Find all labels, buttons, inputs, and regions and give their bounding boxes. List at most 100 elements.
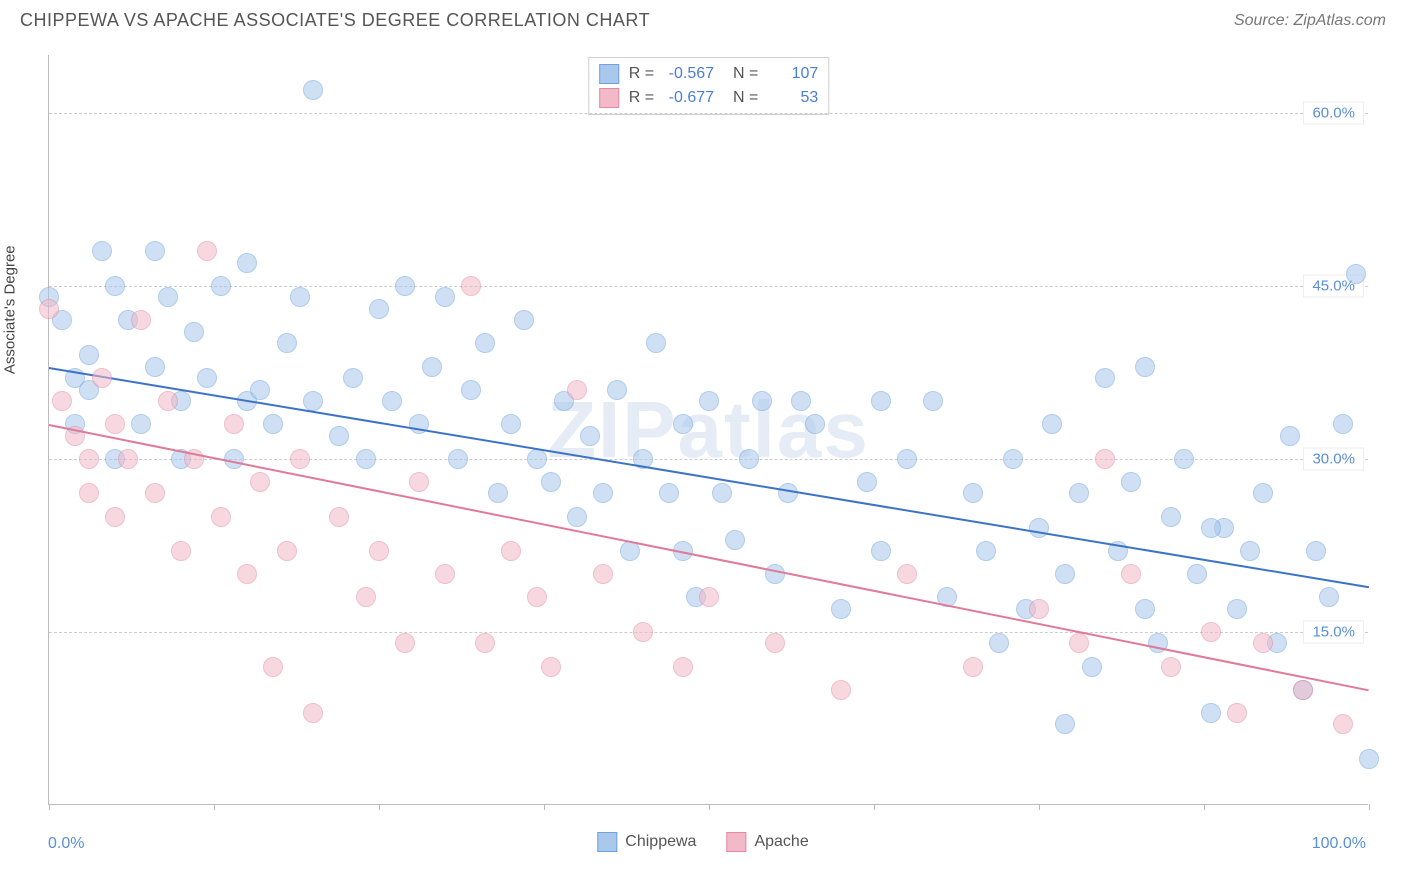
data-point xyxy=(145,357,165,377)
data-point xyxy=(1003,449,1023,469)
data-point xyxy=(461,380,481,400)
data-point xyxy=(197,241,217,261)
data-point xyxy=(184,322,204,342)
data-point xyxy=(263,657,283,677)
data-point xyxy=(871,541,891,561)
data-point xyxy=(158,391,178,411)
stat-n-value: 107 xyxy=(768,62,818,86)
x-axis-min-label: 0.0% xyxy=(48,835,84,853)
legend-swatch xyxy=(599,88,619,108)
data-point xyxy=(105,507,125,527)
data-point xyxy=(1201,622,1221,642)
stat-n-label: N = xyxy=(724,62,758,86)
data-point xyxy=(1042,414,1062,434)
data-point xyxy=(541,657,561,677)
data-point xyxy=(39,299,59,319)
data-point xyxy=(963,657,983,677)
data-point xyxy=(527,449,547,469)
data-point xyxy=(633,622,653,642)
data-point xyxy=(79,345,99,365)
data-point xyxy=(145,241,165,261)
data-point xyxy=(805,414,825,434)
data-point xyxy=(52,391,72,411)
chart-legend: Chippewa Apache xyxy=(597,832,808,852)
data-point xyxy=(277,541,297,561)
x-tick-mark xyxy=(214,804,215,810)
data-point xyxy=(1055,564,1075,584)
data-point xyxy=(290,287,310,307)
data-point xyxy=(607,380,627,400)
x-tick-mark xyxy=(1369,804,1370,810)
y-tick-label: 15.0% xyxy=(1303,620,1364,643)
legend-swatch xyxy=(597,832,617,852)
data-point xyxy=(1293,680,1313,700)
data-point xyxy=(673,414,693,434)
data-point xyxy=(1306,541,1326,561)
data-point xyxy=(567,507,587,527)
data-point xyxy=(92,241,112,261)
data-point xyxy=(422,357,442,377)
x-tick-mark xyxy=(544,804,545,810)
data-point xyxy=(79,483,99,503)
data-point xyxy=(699,587,719,607)
data-point xyxy=(712,483,732,503)
data-point xyxy=(963,483,983,503)
gridline xyxy=(49,286,1368,287)
data-point xyxy=(158,287,178,307)
data-point xyxy=(976,541,996,561)
data-point xyxy=(475,333,495,353)
x-tick-mark xyxy=(1204,804,1205,810)
data-point xyxy=(343,368,363,388)
data-point xyxy=(1174,449,1194,469)
data-point xyxy=(989,633,1009,653)
data-point xyxy=(356,587,376,607)
data-point xyxy=(105,414,125,434)
data-point xyxy=(1121,564,1141,584)
data-point xyxy=(739,449,759,469)
data-point xyxy=(224,414,244,434)
data-point xyxy=(1240,541,1260,561)
data-point xyxy=(475,633,495,653)
data-point xyxy=(897,564,917,584)
data-point xyxy=(461,276,481,296)
data-point xyxy=(79,449,99,469)
legend-swatch xyxy=(726,832,746,852)
data-point xyxy=(369,541,389,561)
data-point xyxy=(250,472,270,492)
data-point xyxy=(263,414,283,434)
data-point xyxy=(197,368,217,388)
data-point xyxy=(1187,564,1207,584)
data-point xyxy=(1095,449,1115,469)
x-tick-mark xyxy=(1039,804,1040,810)
legend-label: Apache xyxy=(754,833,808,851)
data-point xyxy=(1319,587,1339,607)
data-point xyxy=(1227,599,1247,619)
data-point xyxy=(435,287,455,307)
data-point xyxy=(356,449,376,469)
legend-label: Chippewa xyxy=(625,833,696,851)
data-point xyxy=(871,391,891,411)
data-point xyxy=(659,483,679,503)
data-point xyxy=(1280,426,1300,446)
source-credit: Source: ZipAtlas.com xyxy=(1234,12,1386,30)
data-point xyxy=(1135,599,1155,619)
data-point xyxy=(765,633,785,653)
data-point xyxy=(250,380,270,400)
x-tick-mark xyxy=(379,804,380,810)
data-point xyxy=(290,449,310,469)
data-point xyxy=(527,587,547,607)
data-point xyxy=(593,483,613,503)
data-point xyxy=(1055,714,1075,734)
data-point xyxy=(1227,703,1247,723)
data-point xyxy=(1161,507,1181,527)
data-point xyxy=(369,299,389,319)
data-point xyxy=(382,391,402,411)
data-point xyxy=(105,276,125,296)
data-point xyxy=(778,483,798,503)
data-point xyxy=(580,426,600,446)
data-point xyxy=(1029,518,1049,538)
data-point xyxy=(897,449,917,469)
data-point xyxy=(237,253,257,273)
data-point xyxy=(131,414,151,434)
data-point xyxy=(171,541,191,561)
